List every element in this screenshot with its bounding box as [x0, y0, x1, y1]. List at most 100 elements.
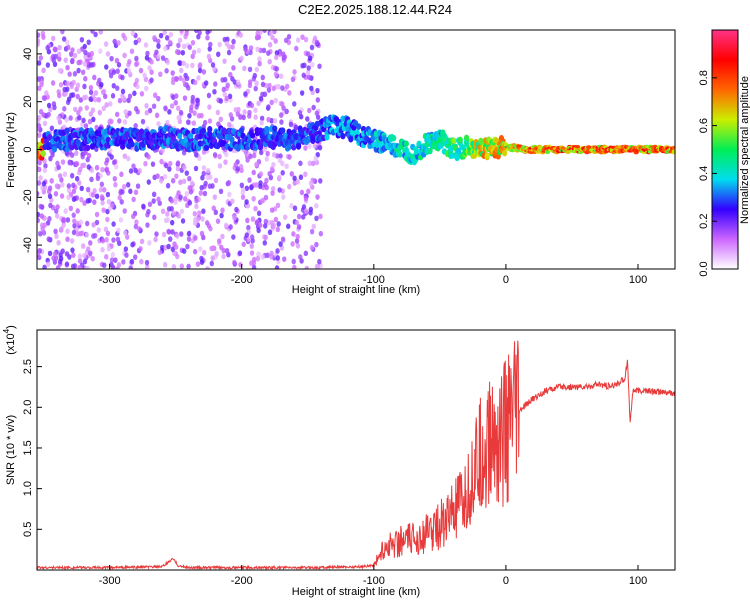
spectrogram-cell [161, 55, 165, 61]
spectrogram-cell [145, 55, 149, 61]
spectrogram-cell [66, 194, 70, 200]
spectrogram-cell [274, 54, 278, 60]
spectrogram-cell [106, 192, 110, 198]
spectrogram-cell [188, 44, 192, 50]
spectrogram-cell [126, 156, 130, 162]
spectrogram-cell [248, 83, 252, 89]
spectrogram-cell [102, 262, 106, 268]
spectrogram-cell [194, 204, 198, 210]
spectrogram-cell [180, 209, 184, 215]
spectrogram-cell [95, 212, 99, 218]
spectrogram-cell [72, 80, 76, 86]
spectrogram-cell [205, 35, 209, 41]
spectrogram-cell [108, 101, 112, 107]
spectrogram-cell [170, 103, 174, 109]
spectrogram-cell [234, 207, 238, 213]
spectrogram-cell [259, 171, 263, 177]
spectrogram-cell [163, 174, 167, 180]
spectrogram-cell [47, 216, 51, 222]
spectrogram-cell [156, 43, 160, 49]
snr-y-label: SNR (10 * v/v) [5, 415, 17, 485]
spectrogram-cell [50, 125, 54, 131]
spectrogram-cell [252, 153, 256, 159]
spectrogram-cell [144, 103, 148, 109]
spectrogram-cell [136, 183, 140, 189]
spectrogram-cell [104, 102, 108, 108]
spectrogram-cell [178, 194, 182, 200]
spectrogram-cell [243, 47, 247, 53]
spectrogram-cell [65, 65, 69, 71]
spectrogram-cell [176, 166, 180, 172]
spectrogram-cell [291, 231, 295, 237]
spectrogram-cell [267, 59, 271, 65]
spectrogram-cell [281, 170, 285, 176]
spectrogram-cell [242, 109, 246, 115]
spectrogram-cell [61, 222, 65, 228]
spectrogram-cell [88, 240, 92, 246]
spectrogram-cell [165, 211, 169, 217]
spectrogram-cell [182, 248, 186, 254]
spectrogram-cell [182, 178, 186, 184]
spectrogram-cell [88, 96, 92, 102]
spectrogram-cell [91, 233, 95, 239]
spectrogram-cell [77, 265, 81, 271]
spectrogram-cell [198, 62, 202, 68]
spectrogram-cell [70, 173, 74, 179]
spectrogram-cell [100, 182, 104, 188]
spectrogram-cell [192, 120, 196, 126]
spectrogram-cell [154, 231, 158, 237]
spectrogram-cell [65, 81, 69, 87]
spectrogram-cell [219, 189, 223, 195]
spectrogram-cell [214, 210, 218, 216]
spectrogram-cell [286, 223, 290, 229]
spectrogram-cell [85, 105, 89, 111]
spectrogram-cell [242, 66, 246, 72]
spectrogram-cell [129, 265, 133, 271]
spectrogram-cell [41, 68, 45, 74]
spectrogram-cell [247, 177, 251, 183]
spectrogram-cell [61, 159, 65, 165]
spectrogram-cell [274, 217, 278, 223]
spectrogram-cell [91, 222, 95, 228]
spectrogram-cell [98, 48, 102, 54]
spectrogram-cell [152, 35, 156, 41]
snr-x-tick-label: 0 [503, 575, 509, 587]
spectrogram-cell [142, 73, 146, 79]
spectrogram-cell [222, 58, 226, 64]
spectrogram-cell [243, 91, 247, 97]
snr-x-tick-label: 100 [629, 575, 647, 587]
spectrogram-cell [458, 137, 463, 143]
spectrogram-cell [117, 262, 121, 268]
snr-x-tick-label: -200 [231, 575, 253, 587]
spectrogram-cell [270, 220, 274, 226]
spectrogram-cell [247, 237, 251, 243]
spectrogram-cell [275, 265, 279, 271]
spectrogram-cell [272, 29, 276, 35]
spectrogram-cell [88, 250, 92, 256]
spectrogram-cell [143, 161, 147, 167]
snr-plot-area [37, 330, 675, 570]
spectrogram-cell [193, 80, 197, 86]
spectrogram-cell [277, 221, 281, 227]
spectrogram-cell [63, 171, 67, 177]
spectrogram-cell [81, 243, 85, 249]
spectrogram-cell [225, 248, 229, 254]
spectrogram-cell [170, 198, 174, 204]
snr-y-multiplier-close: ) [5, 325, 17, 329]
spectrogram-cell [672, 151, 677, 155]
spectrogram-cell [65, 236, 69, 242]
spectrogram-cell [204, 80, 208, 86]
spectrogram-cell [264, 195, 268, 201]
spectrogram-cell [277, 187, 281, 193]
spectrogram-cell [48, 251, 52, 257]
spectrogram-cell [278, 158, 282, 164]
spectrogram-cell [236, 79, 240, 85]
spectrogram-cell [149, 69, 153, 75]
spectrogram-cell [130, 242, 134, 248]
spectrogram-cell [303, 171, 307, 177]
spectrogram-cell [158, 250, 162, 256]
spectrogram-cell [78, 254, 82, 260]
spectrogram-cell [134, 61, 138, 67]
spectrogram-cell [129, 168, 133, 174]
spectrogram-cell [40, 226, 44, 232]
